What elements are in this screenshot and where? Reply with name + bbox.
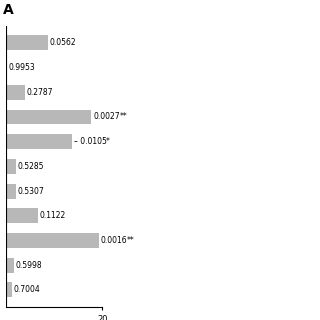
Bar xyxy=(6,233,99,248)
Bar xyxy=(6,184,15,198)
Text: 0.2787: 0.2787 xyxy=(27,88,53,97)
Text: **: ** xyxy=(120,113,127,122)
Text: 0.0562: 0.0562 xyxy=(50,38,76,47)
Text: 0.0027: 0.0027 xyxy=(93,113,120,122)
Bar xyxy=(6,208,38,223)
Text: 0.9953: 0.9953 xyxy=(8,63,35,72)
Bar xyxy=(6,85,25,100)
Bar xyxy=(6,134,72,149)
Bar xyxy=(6,283,12,297)
Text: 0.1122: 0.1122 xyxy=(40,211,66,220)
Text: A: A xyxy=(3,3,14,17)
Text: 0.5285: 0.5285 xyxy=(18,162,44,171)
Text: 0.7004: 0.7004 xyxy=(13,285,40,294)
Text: – 0.0105: – 0.0105 xyxy=(74,137,107,146)
Bar xyxy=(6,109,92,124)
Text: 0.5307: 0.5307 xyxy=(18,187,44,196)
Text: *: * xyxy=(106,137,109,146)
Bar xyxy=(6,159,16,174)
Text: 0.5998: 0.5998 xyxy=(16,261,42,270)
Text: **: ** xyxy=(127,236,135,245)
Bar xyxy=(6,258,14,273)
Text: 0.0016: 0.0016 xyxy=(101,236,128,245)
Bar xyxy=(6,36,48,50)
